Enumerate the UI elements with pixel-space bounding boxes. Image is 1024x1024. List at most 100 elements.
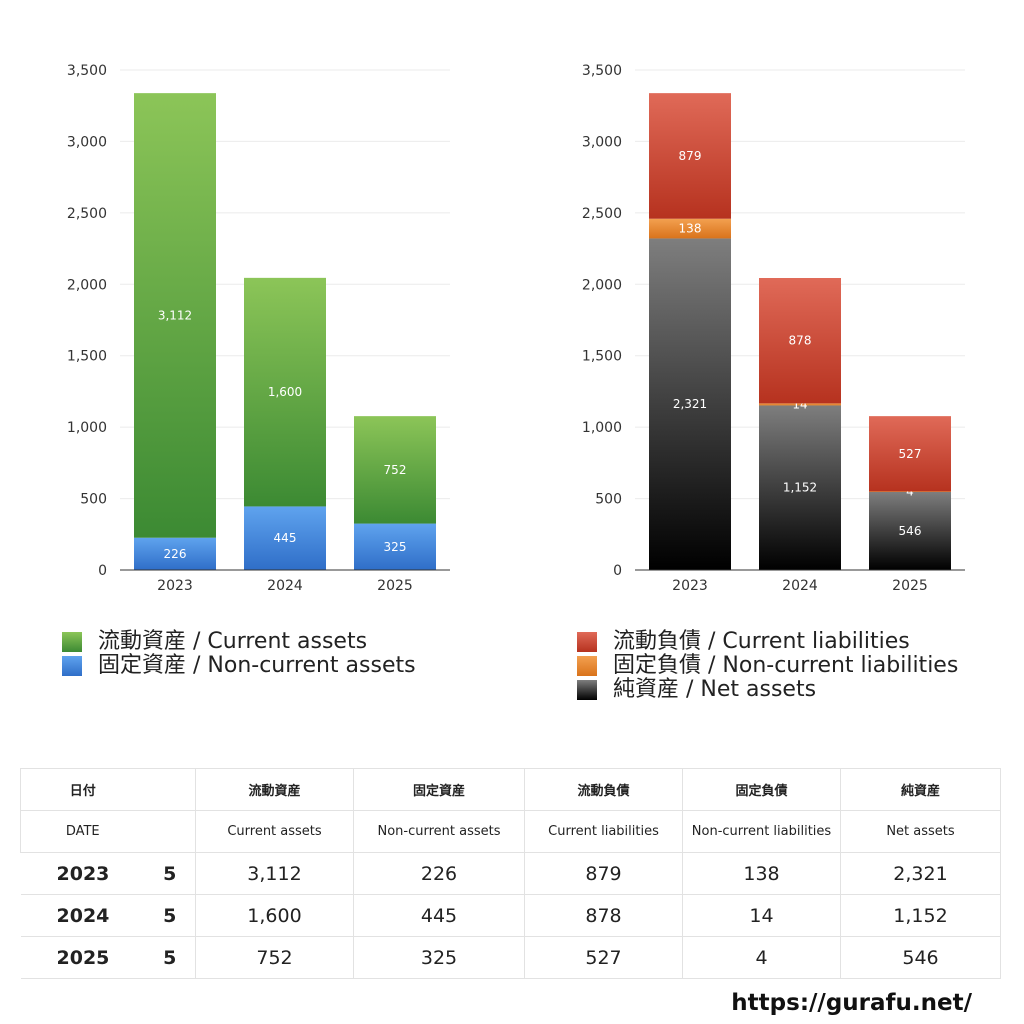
data-label: 445 [274, 531, 297, 545]
bar-noncurrent-assets-2023 [134, 537, 216, 570]
bar-current-liabilities-2024 [759, 278, 841, 404]
data-label: 546 [899, 524, 922, 538]
data-label: 879 [679, 149, 702, 163]
table-cell: 878 [524, 894, 683, 937]
table-cell: 226 [353, 852, 525, 895]
table-header-cell: 日付 [20, 768, 145, 811]
bar-current-assets-2024 [244, 277, 326, 507]
table-cell: 138 [682, 852, 841, 895]
legend-label: 純資産 / Net assets [613, 677, 817, 702]
table-cell: 1,600 [195, 894, 354, 937]
y-tick-label: 3,000 [67, 134, 107, 150]
x-tick-label: 2024 [267, 578, 303, 594]
y-tick-label: 3,500 [67, 63, 107, 79]
table-header-cell [144, 768, 196, 811]
bar-noncurrent-liabilities-2025 [869, 491, 951, 492]
table-cell: 879 [524, 852, 683, 895]
y-tick-label: 500 [80, 492, 107, 508]
table-subheader-row: DATE Current assets Non-current assets C… [20, 810, 1001, 853]
table-cell: 3,112 [195, 852, 354, 895]
y-tick-label: 3,500 [582, 63, 622, 79]
table-subheader-cell: Net assets [840, 810, 1001, 853]
legend-swatch [577, 656, 597, 676]
table-header-cell: 純資産 [840, 768, 1001, 811]
table-cell-month: 5 [144, 894, 196, 937]
x-tick-label: 2023 [672, 578, 708, 594]
assets-chart: 0 500 1,000 1,500 2,000 2,500 3,000 3,500 226 3,1… [67, 63, 450, 594]
data-label: 2,321 [673, 397, 707, 411]
data-label: 138 [679, 222, 702, 236]
x-tick-label: 2025 [892, 578, 928, 594]
legend-item-current-assets: 流動資産 / Current assets [62, 630, 416, 654]
liabilities-chart: 0 500 1,000 1,500 2,000 2,500 3,000 3,500 2,321 1… [582, 63, 965, 594]
y-tick-label: 2,500 [67, 206, 107, 222]
table-cell: 445 [353, 894, 525, 937]
table-cell-year: 2024 [20, 894, 145, 937]
data-label: 3,112 [158, 308, 192, 322]
y-tick-label: 2,000 [67, 277, 107, 293]
y-tick-label: 1,500 [67, 349, 107, 365]
y-tick-label: 500 [595, 492, 622, 508]
table-cell-month: 5 [144, 936, 196, 979]
table-header-cell: 流動負債 [524, 768, 683, 811]
legend-label: 固定負債 / Non-current liabilities [613, 653, 959, 678]
data-table: 日付 流動資産 固定資産 流動負債 固定負債 純資産 DATE Current … [20, 768, 1001, 979]
data-label: 1,600 [268, 385, 302, 399]
table-subheader-cell: Current liabilities [524, 810, 683, 853]
table-subheader-cell: Non-current assets [353, 810, 525, 853]
data-label: 527 [899, 447, 922, 461]
legend-item-noncurrent-assets: 固定資産 / Non-current assets [62, 654, 416, 678]
data-label: 325 [384, 540, 407, 554]
table-subheader-cell [144, 810, 196, 853]
table-row: 2024 5 1,600 445 878 14 1,152 [20, 894, 1001, 937]
bar-current-liabilities-2023 [649, 93, 731, 219]
y-tick-label: 1,000 [67, 420, 107, 436]
bar-noncurrent-assets-2025 [354, 523, 436, 570]
table-cell-month: 5 [144, 852, 196, 895]
legend-swatch [62, 656, 82, 676]
bar-current-assets-2025 [354, 416, 436, 524]
table-header-cell: 流動資産 [195, 768, 354, 811]
bar-noncurrent-assets-2024 [244, 506, 326, 570]
liabilities-legend: 流動負債 / Current liabilities 固定負債 / Non-cur… [577, 630, 958, 702]
legend-swatch [577, 680, 597, 700]
table-row: 2025 5 752 325 527 4 546 [20, 936, 1001, 979]
table-cell: 4 [682, 936, 841, 979]
legend-item-net-assets: 純資産 / Net assets [577, 678, 958, 702]
y-tick-label: 0 [613, 563, 622, 579]
bar-net-assets-2023 [649, 238, 731, 570]
data-label: 226 [164, 547, 187, 561]
table-header-row: 日付 流動資産 固定資産 流動負債 固定負債 純資産 [20, 768, 1001, 811]
table-cell: 527 [524, 936, 683, 979]
table-cell: 325 [353, 936, 525, 979]
bar-current-assets-2023 [134, 93, 216, 538]
x-tick-label: 2023 [157, 578, 193, 594]
legend-label: 流動資産 / Current assets [98, 629, 368, 654]
table-cell: 2,321 [840, 852, 1001, 895]
data-label: 4 [906, 485, 914, 499]
table-cell: 752 [195, 936, 354, 979]
bar-current-liabilities-2025 [869, 416, 951, 492]
y-tick-label: 1,500 [582, 349, 622, 365]
x-tick-label: 2025 [377, 578, 413, 594]
table-cell-year: 2023 [20, 852, 145, 895]
table-cell: 546 [840, 936, 1001, 979]
table-cell-year: 2025 [20, 936, 145, 979]
bar-net-assets-2024 [759, 405, 841, 570]
y-tick-label: 1,000 [582, 420, 622, 436]
data-label: 1,152 [783, 481, 817, 495]
y-tick-label: 2,000 [582, 277, 622, 293]
bar-noncurrent-liabilities-2023 [649, 218, 731, 239]
data-label: 752 [384, 463, 407, 477]
table-subheader-cell: Current assets [195, 810, 354, 853]
legend-item-noncurrent-liabilities: 固定負債 / Non-current liabilities [577, 654, 958, 678]
legend-label: 固定資産 / Non-current assets [98, 653, 416, 678]
legend-swatch [577, 632, 597, 652]
y-tick-label: 3,000 [582, 134, 622, 150]
y-tick-label: 0 [98, 563, 107, 579]
assets-legend: 流動資産 / Current assets 固定資産 / Non-current … [62, 630, 416, 678]
table-row: 2023 5 3,112 226 879 138 2,321 [20, 852, 1001, 895]
x-tick-label: 2024 [782, 578, 818, 594]
table-subheader-cell: Non-current liabilities [682, 810, 841, 853]
site-url[interactable]: https://gurafu.net/ [731, 990, 972, 1016]
